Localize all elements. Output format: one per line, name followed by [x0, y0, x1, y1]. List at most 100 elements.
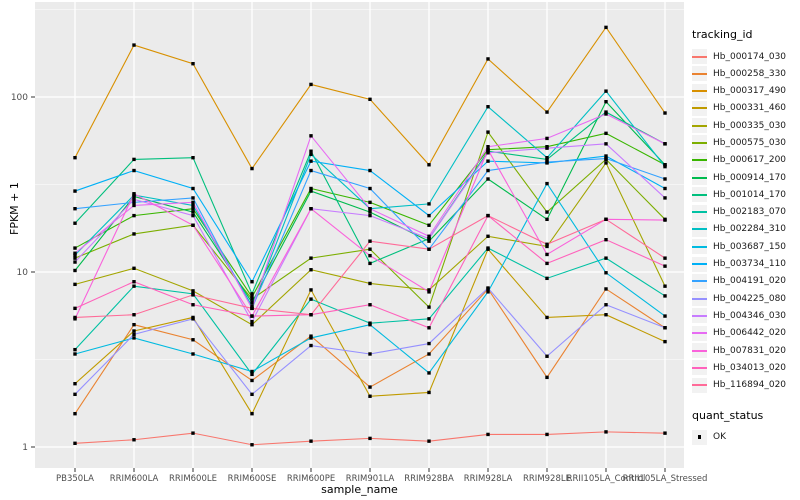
data-point	[663, 339, 667, 344]
legend-line-swatch	[692, 55, 707, 58]
data-point	[427, 390, 431, 395]
data-point	[368, 436, 372, 441]
data-point	[427, 223, 431, 227]
data-point	[132, 203, 136, 208]
data-point	[486, 168, 490, 173]
legend-line-swatch	[692, 332, 707, 335]
data-point	[604, 217, 608, 222]
legend-key	[692, 49, 707, 64]
legend-item-label: Hb_004225_080	[713, 293, 787, 304]
legend-key	[692, 100, 707, 116]
legend-line-swatch	[692, 366, 707, 369]
x-tick-label: RRII105LA_Stressed	[623, 474, 708, 484]
data-point	[368, 253, 372, 258]
data-point	[545, 354, 549, 358]
legend-key	[692, 308, 707, 324]
data-point	[309, 256, 313, 260]
legend-title-quant-status: quant_status	[692, 408, 764, 422]
data-point	[132, 329, 136, 333]
legend-item-label: Hb_002284_310	[713, 224, 787, 235]
data-point	[309, 152, 313, 157]
data-point	[309, 297, 313, 301]
data-point	[604, 256, 608, 260]
legend-item-label: Hb_000258_330	[713, 68, 787, 79]
data-point	[427, 234, 431, 238]
data-point	[309, 189, 313, 193]
data-point	[663, 111, 667, 115]
legend-line-swatch	[692, 228, 707, 231]
legend-key	[692, 256, 707, 272]
legend-key	[692, 239, 707, 255]
data-point	[132, 336, 136, 340]
data-point	[368, 186, 372, 191]
data-point	[191, 289, 195, 293]
data-point	[309, 343, 313, 348]
data-point	[250, 297, 254, 301]
x-tick-label: RRIM928LA	[464, 474, 513, 484]
data-point	[604, 89, 608, 93]
legend-item: Hb_004346_030	[692, 307, 798, 324]
data-point	[309, 186, 313, 191]
legend-item-label: Hb_001014_170	[713, 189, 787, 200]
data-point	[309, 336, 313, 340]
y-tick-label: 1	[22, 443, 28, 453]
data-point	[663, 142, 667, 146]
data-point	[545, 157, 549, 162]
y-tick-label: 10	[17, 268, 29, 278]
legend-item: Hb_001014_170	[692, 186, 798, 203]
legend-item: Hb_002284_310	[692, 221, 798, 238]
data-point	[427, 317, 431, 321]
data-point	[427, 213, 431, 218]
legend-item: Hb_116894_020	[692, 377, 798, 394]
data-point	[250, 369, 254, 374]
data-point	[663, 431, 667, 435]
data-point	[132, 332, 136, 337]
data-point	[663, 164, 667, 169]
data-point	[486, 177, 490, 181]
data-point	[545, 181, 549, 186]
legend-line-swatch	[692, 141, 707, 144]
data-point	[545, 160, 549, 164]
legend-item-label: Hb_034013_020	[713, 362, 787, 373]
data-point	[132, 192, 136, 196]
data-point	[545, 217, 549, 222]
legend-item: Hb_000317_490	[692, 83, 798, 100]
data-point	[250, 314, 254, 318]
legend-item: Hb_000914_170	[692, 169, 798, 186]
data-point	[663, 196, 667, 200]
legend-item-label: OK	[713, 432, 726, 443]
legend-title-tracking-id: tracking_id	[692, 28, 753, 41]
data-point	[545, 244, 549, 249]
data-point	[191, 203, 195, 208]
legend-line-swatch	[692, 211, 707, 214]
data-point	[545, 432, 549, 437]
data-point	[250, 443, 254, 447]
legend-line-swatch	[692, 349, 707, 352]
legend-key	[692, 273, 707, 289]
data-point	[132, 313, 136, 317]
data-point	[132, 197, 136, 202]
data-point	[427, 288, 431, 292]
data-point	[250, 166, 254, 171]
legend-item: Hb_003687_150	[692, 238, 798, 255]
data-point	[604, 156, 608, 161]
data-point	[309, 159, 313, 163]
data-point	[191, 155, 195, 160]
data-point	[368, 261, 372, 266]
legend: tracking_id Hb_000174_030 Hb_000258_330 Hb…	[692, 28, 798, 446]
data-point	[368, 281, 372, 286]
data-point	[309, 439, 313, 443]
data-point	[545, 276, 549, 281]
x-tick-label: PB350LA	[56, 474, 94, 484]
legend-line-swatch	[692, 193, 707, 196]
data-point	[663, 294, 667, 298]
legend-key	[692, 135, 707, 151]
data-point	[604, 161, 608, 165]
data-point	[486, 147, 490, 152]
data-point	[604, 112, 608, 116]
data-point	[604, 313, 608, 317]
data-point	[73, 256, 77, 260]
data-point	[486, 144, 490, 149]
legend-item: Hb_000331_460	[692, 100, 798, 117]
data-point	[663, 264, 667, 268]
